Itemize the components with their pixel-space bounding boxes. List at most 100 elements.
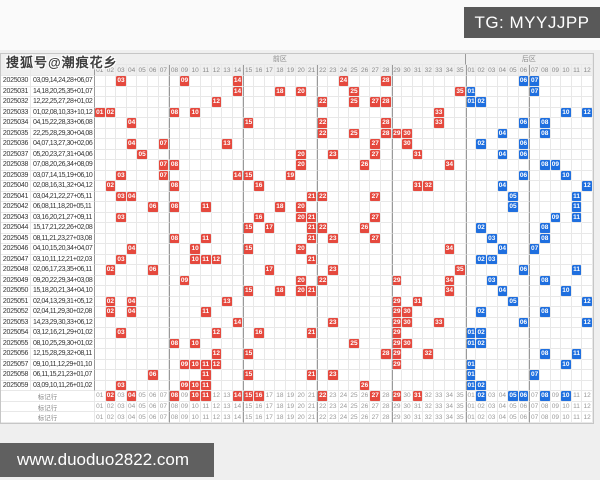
combo-cell: 14,18,20,25,35+01,07 [31, 86, 95, 97]
column-header-cell: 20 [296, 65, 307, 76]
number-cell [571, 149, 583, 160]
number-cell [370, 223, 382, 234]
number-cell [306, 265, 318, 276]
number-cell [147, 359, 159, 370]
number-cell [434, 370, 445, 381]
marked-number-cell: 30 [402, 412, 413, 424]
number-cell [550, 76, 562, 87]
number-cell [412, 76, 424, 87]
back-hit-cell: 08 [539, 233, 551, 244]
combo-cell: 09,10,11,12,29+01,10 [31, 359, 95, 370]
number-cell [328, 107, 339, 118]
number-cell [275, 160, 286, 171]
front-hit-cell: 08 [169, 338, 180, 349]
period-cell: 2025033 [1, 107, 31, 118]
number-cell [222, 265, 233, 276]
number-cell [561, 254, 572, 265]
number-cell [264, 317, 276, 328]
number-cell [338, 380, 350, 391]
number-cell [486, 212, 498, 223]
period-cell: 2025036 [1, 139, 31, 150]
number-cell [582, 128, 593, 139]
number-cell [497, 349, 509, 360]
column-header-cell: 07 [158, 65, 170, 76]
front-hit-cell: 32 [423, 349, 434, 360]
number-cell [529, 328, 540, 339]
number-cell [381, 296, 392, 307]
marked-number-cell: 14 [232, 412, 244, 424]
number-cell [518, 233, 530, 244]
number-cell [349, 359, 360, 370]
marked-number-cell: 12 [582, 412, 593, 424]
number-cell [328, 170, 339, 181]
number-cell [105, 170, 117, 181]
number-cell [243, 233, 254, 244]
back-hit-cell: 08 [539, 223, 551, 234]
number-cell [317, 370, 329, 381]
draw-row: 2025059 03,09,10,11,26+01,02 03 09 10 11 26 01 0… [1, 380, 593, 391]
number-cell [550, 328, 562, 339]
number-cell [476, 233, 487, 244]
marked-number-cell: 17 [264, 401, 276, 413]
number-cell [508, 370, 519, 381]
number-cell [200, 212, 212, 223]
number-cell [285, 139, 297, 150]
number-cell [402, 380, 413, 391]
number-cell [158, 233, 170, 244]
number-cell [169, 76, 180, 87]
number-cell [338, 149, 350, 160]
number-cell [582, 307, 593, 318]
number-cell [412, 359, 424, 370]
combo-cell: 12,22,25,27,28+01,02 [31, 97, 95, 108]
number-cell [317, 254, 329, 265]
combo-cell: 04,07,13,27,30+02,06 [31, 139, 95, 150]
number-cell [264, 97, 276, 108]
number-cell [391, 139, 403, 150]
number-cell [116, 244, 127, 255]
number-cell [105, 212, 117, 223]
number-cell [200, 118, 212, 129]
number-cell [359, 244, 371, 255]
number-cell [211, 223, 223, 234]
number-cell [253, 233, 265, 244]
number-cell [179, 202, 191, 213]
number-cell [317, 139, 329, 150]
number-cell [550, 275, 562, 286]
number-cell [497, 170, 509, 181]
number-cell [296, 349, 307, 360]
number-cell [190, 170, 201, 181]
draw-row: 2025050 15,18,20,21,34+04,10 15 18 20 21 34 04 1… [1, 286, 593, 297]
number-cell [137, 275, 148, 286]
back-region-label: 后区 [465, 54, 593, 65]
number-cell [486, 107, 498, 118]
number-cell [95, 160, 106, 171]
number-cell [264, 328, 276, 339]
number-cell [486, 349, 498, 360]
number-cell [497, 233, 509, 244]
marked-number-cell: 33 [434, 391, 445, 402]
number-cell [253, 191, 265, 202]
number-cell [434, 328, 445, 339]
number-cell [381, 265, 392, 276]
back-hit-cell: 11 [571, 265, 583, 276]
number-cell [285, 254, 297, 265]
number-cell [571, 317, 583, 328]
marked-number-cell: 15 [243, 412, 254, 424]
number-cell [539, 76, 551, 87]
combo-cell: 15,18,20,21,34+04,10 [31, 286, 95, 297]
number-cell [222, 76, 233, 87]
number-cell [434, 338, 445, 349]
number-cell [147, 254, 159, 265]
number-cell [412, 160, 424, 171]
marked-number-cell: 12 [582, 401, 593, 413]
marked-number-cell: 07 [529, 391, 540, 402]
marked-number-cell: 24 [338, 412, 350, 424]
number-cell [582, 202, 593, 213]
number-cell [147, 338, 159, 349]
number-cell [391, 265, 403, 276]
number-cell [285, 265, 297, 276]
back-hit-cell: 12 [582, 296, 593, 307]
number-cell [412, 244, 424, 255]
number-cell [550, 286, 562, 297]
number-cell [158, 307, 170, 318]
